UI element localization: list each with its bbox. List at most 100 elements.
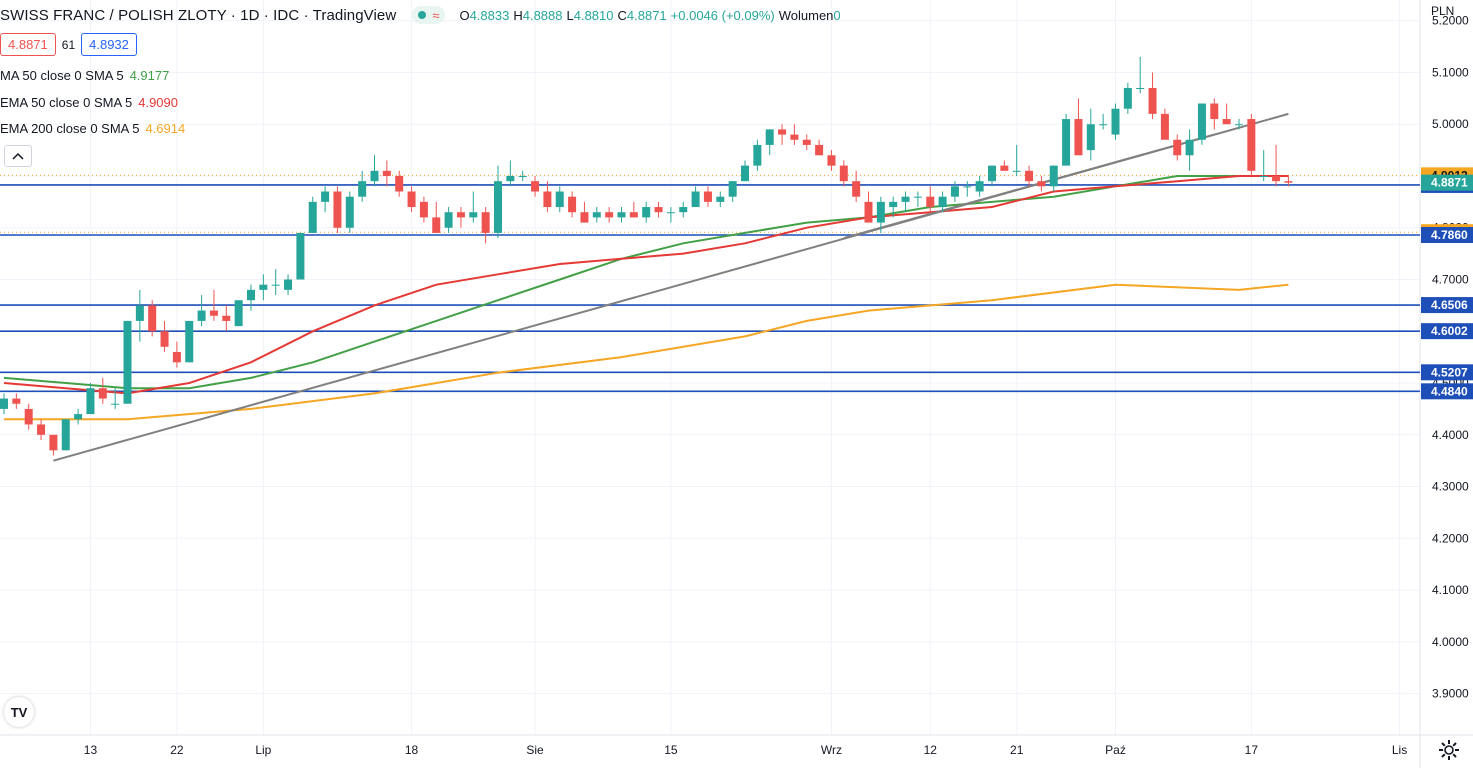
time-tick-label: Wrz bbox=[821, 743, 842, 757]
symbol-title[interactable]: SWISS FRANC / POLISH ZLOTY · 1D · IDC · … bbox=[0, 6, 397, 24]
market-open-dot-icon bbox=[418, 11, 427, 19]
candle-body bbox=[1025, 170, 1034, 182]
indicator-ma50-value: 4.9177 bbox=[129, 68, 170, 83]
candle-body bbox=[1272, 175, 1281, 182]
candle-body bbox=[148, 305, 157, 332]
change-value: +0.0046 (+0.09%) bbox=[670, 7, 775, 23]
volume-label: Wolumen bbox=[778, 7, 834, 23]
ma50-line bbox=[3, 175, 1289, 390]
hline-price-tag-bg bbox=[1421, 323, 1473, 340]
candle-body bbox=[333, 191, 342, 228]
candle-body bbox=[555, 191, 564, 208]
collapse-legend-button[interactable] bbox=[4, 145, 32, 167]
candle-body bbox=[864, 201, 873, 223]
candle-body bbox=[506, 175, 515, 182]
candle-body bbox=[160, 331, 169, 347]
candle-body bbox=[765, 129, 774, 145]
ohlc-values: O 4.8833 H 4.8888 L 4.8810 C 4.8871 +0.0046 … bbox=[459, 8, 844, 23]
candle-body bbox=[778, 129, 787, 135]
candle-body bbox=[642, 207, 651, 218]
candle-body bbox=[592, 212, 601, 218]
candle-body bbox=[12, 398, 21, 404]
candle-body bbox=[531, 181, 540, 192]
candle-body bbox=[98, 388, 107, 399]
candle-body bbox=[950, 186, 959, 197]
candle-body bbox=[1000, 165, 1009, 171]
candle-body bbox=[1284, 181, 1293, 183]
candle-body bbox=[1148, 87, 1157, 114]
candle-body bbox=[839, 165, 848, 182]
chart-header: SWISS FRANC / POLISH ZLOTY · 1D · IDC · … bbox=[0, 5, 845, 25]
candle-body bbox=[666, 212, 675, 214]
candle-body bbox=[209, 310, 218, 316]
candle-body bbox=[988, 165, 996, 182]
candle-body bbox=[296, 232, 305, 280]
grid-lines bbox=[0, 0, 1420, 735]
tradingview-logo-icon[interactable]: TV bbox=[4, 697, 34, 727]
price-tick-label: 4.0000 bbox=[1432, 635, 1469, 649]
buy-price-button[interactable]: 4.8932 bbox=[81, 33, 137, 56]
candle-body bbox=[271, 284, 280, 286]
candle-body bbox=[1136, 87, 1145, 89]
currency-label[interactable]: PLN bbox=[1431, 4, 1455, 18]
indicator-ema50-legend[interactable]: EMA 50 close 0 SMA 5 4.9090 bbox=[0, 95, 178, 110]
candle-body bbox=[358, 181, 367, 197]
candle-body bbox=[1197, 103, 1206, 140]
high-value: 4.8888 bbox=[522, 7, 563, 23]
hline-price-tag: 4.5207 bbox=[1431, 365, 1468, 379]
candle-body bbox=[1247, 119, 1256, 171]
hline-price-tag-bg bbox=[1421, 297, 1473, 314]
price-tick-label: 5.0000 bbox=[1432, 117, 1469, 131]
indicator-ema200-legend[interactable]: EMA 200 close 0 SMA 5 4.6914 bbox=[0, 121, 185, 136]
high-label: H bbox=[513, 7, 523, 23]
time-tick-label: 21 bbox=[1010, 743, 1024, 757]
time-tick-label: Paź bbox=[1105, 743, 1126, 757]
candle-body bbox=[1062, 119, 1071, 166]
price-tick-label: 5.1000 bbox=[1432, 65, 1469, 79]
market-status-pill[interactable]: ≈ bbox=[412, 6, 446, 24]
candle-body bbox=[963, 186, 972, 188]
indicator-ma50-legend[interactable]: MA 50 close 0 SMA 5 4.9177 bbox=[0, 68, 169, 83]
candle-body bbox=[382, 170, 391, 176]
candle-body bbox=[1049, 165, 1058, 187]
candle-body bbox=[469, 212, 478, 218]
sell-price-button[interactable]: 4.8871 bbox=[0, 33, 56, 56]
open-value: 4.8833 bbox=[469, 7, 510, 23]
candle-body bbox=[407, 191, 416, 208]
candle-body bbox=[308, 201, 317, 233]
indicator-ema50-value: 4.9090 bbox=[138, 95, 178, 110]
candle-body bbox=[876, 201, 885, 223]
candle-body bbox=[1235, 124, 1243, 126]
price-tick-label: 4.4000 bbox=[1432, 428, 1469, 442]
candle-body bbox=[234, 300, 243, 327]
candle-body bbox=[617, 212, 626, 218]
candle-body bbox=[1012, 170, 1021, 172]
candle-body bbox=[1086, 124, 1095, 151]
candle-body bbox=[827, 155, 836, 166]
candle-body bbox=[741, 165, 749, 182]
candle-body bbox=[938, 196, 947, 208]
time-tick-label: 15 bbox=[664, 743, 678, 757]
candle-body bbox=[222, 315, 231, 321]
candle-body bbox=[518, 175, 527, 177]
candle-body bbox=[1173, 139, 1182, 156]
candle-body bbox=[1160, 113, 1169, 140]
candle-body bbox=[926, 196, 935, 208]
candle-body bbox=[86, 388, 95, 415]
ema50-line bbox=[3, 175, 1289, 395]
candle-body bbox=[790, 134, 799, 140]
candle-body bbox=[802, 139, 811, 145]
candle-body bbox=[49, 434, 58, 451]
gear-icon[interactable] bbox=[1438, 739, 1460, 761]
candle-body bbox=[1111, 108, 1120, 135]
candle-body bbox=[889, 201, 898, 208]
hline-price-tag-bg bbox=[1421, 226, 1473, 243]
candle-body bbox=[543, 191, 552, 208]
time-tick-label: 17 bbox=[1245, 743, 1259, 757]
candle-body bbox=[284, 279, 293, 290]
price-tick-label: 4.7000 bbox=[1432, 273, 1469, 287]
time-tick-label: Lis bbox=[1392, 743, 1407, 757]
candle-body bbox=[494, 181, 502, 233]
